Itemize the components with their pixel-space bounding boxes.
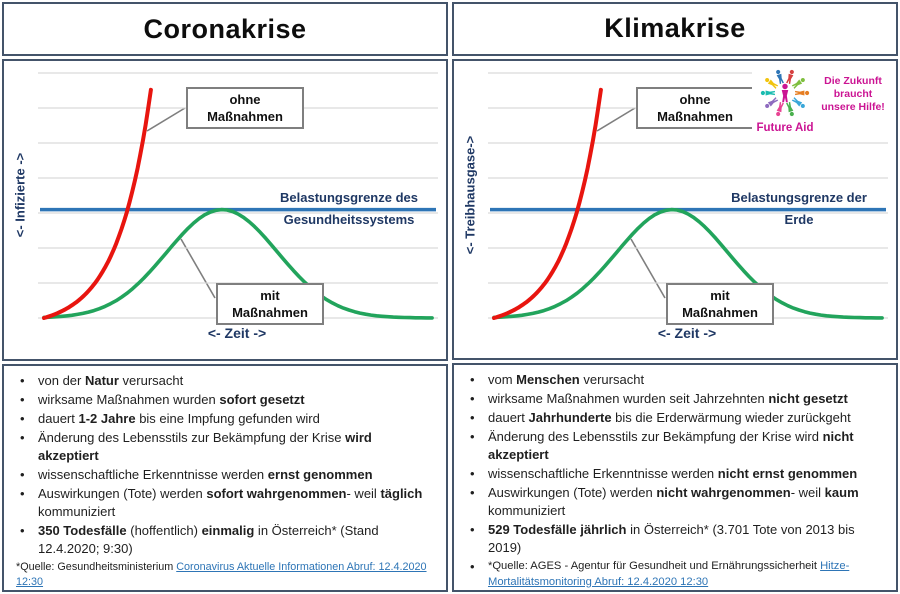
source-note: *Quelle: Gesundheitsministerium Coronavi… — [16, 560, 438, 590]
bullet-item: Änderung des Lebensstils zur Bekämpfung … — [16, 429, 438, 465]
bullet-list: von der Natur verursachtwirksame Maßnahm… — [16, 372, 438, 558]
future-aid-logo: Future Aid Die Zukunft braucht unsere Hi… — [752, 62, 892, 136]
bullet-item: wirksame Maßnahmen wurden sofort gesetzt — [16, 391, 438, 409]
bullet-item: Auswirkungen (Tote) werden sofort wahrge… — [16, 485, 438, 521]
threshold-label: Belastungsgrenze des Gesundheitssystems — [258, 190, 440, 228]
y-axis-label: <- Infizierte -> — [12, 152, 28, 238]
callout-with-measures: mit Maßnahmen — [666, 282, 774, 325]
bullet-item: von der Natur verursacht — [16, 372, 438, 390]
callout-leader-line — [146, 107, 186, 132]
bullet-item: dauert 1-2 Jahre bis eine Impfung gefund… — [16, 410, 438, 428]
klima-chart-canvas — [488, 72, 888, 320]
klima-facts: vom Menschen verursachtwirksame Maßnahme… — [452, 363, 898, 592]
bullet-list: vom Menschen verursachtwirksame Maßnahme… — [466, 371, 888, 557]
logo-name: Future Aid — [756, 121, 814, 134]
panel-title-klima: Klimakrise — [452, 2, 898, 56]
bullet-item: 529 Todesfälle jährlich in Österreich* (… — [466, 521, 888, 557]
threshold-label: Belastungsgrenze der Erde — [708, 190, 890, 228]
curve-without-measures — [42, 87, 153, 320]
source-link[interactable]: Hitze-Mortalitätsmonitoring Abruf: 12.4.… — [488, 560, 850, 588]
bullet-item: 350 Todesfälle (hoffentlich) einmalig in… — [16, 522, 438, 558]
panel-klima: Klimakrise <- Treibhausgase-> <- Zeit ->… — [452, 2, 898, 592]
source-prefix: *Quelle: Gesundheitsministerium — [16, 561, 177, 573]
callout-leader-line — [596, 107, 636, 132]
curve-with-measures — [492, 207, 884, 320]
panel-title-corona: Coronakrise — [2, 2, 448, 56]
threshold-label-line1: Belastungsgrenze des — [280, 190, 418, 205]
source-note: *Quelle: AGES - Agentur für Gesundheit u… — [466, 559, 888, 590]
corona-chart-canvas — [38, 72, 438, 320]
klima-chart: <- Treibhausgase-> <- Zeit -> Belastungs… — [452, 58, 898, 360]
bullet-item: Änderung des Lebensstils zur Bekämpfung … — [466, 428, 888, 464]
callout-leader-line — [630, 238, 666, 299]
bullet-item: wissenschaftliche Erkenntnisse werden er… — [16, 466, 438, 484]
threshold-label-line2: Erde — [784, 211, 814, 227]
future-aid-globe-icon — [760, 69, 810, 117]
threshold-label-line1: Belastungsgrenze der — [731, 189, 867, 205]
curve-with-measures — [42, 207, 434, 320]
panel-corona: Coronakrise <- Infizierte -> <- Zeit -> … — [2, 2, 448, 592]
x-axis-label: <- Zeit -> — [657, 324, 717, 341]
bullet-item: wirksame Maßnahmen wurden seit Jahrzehnt… — [466, 390, 888, 408]
source-link[interactable]: Coronavirus Aktuelle Informationen Abruf… — [16, 561, 427, 588]
bullet-item: vom Menschen verursacht — [466, 371, 888, 389]
callout-leader-line — [180, 238, 216, 299]
callout-without-measures: ohne Maßnahmen — [636, 86, 754, 129]
corona-facts: von der Natur verursachtwirksame Maßnahm… — [2, 364, 448, 592]
corona-chart: <- Infizierte -> <- Zeit -> Belastungsgr… — [2, 59, 448, 361]
callout-without-measures: ohne Maßnahmen — [186, 87, 304, 129]
bullet-item: wissenschaftliche Erkenntnisse werden ni… — [466, 465, 888, 483]
bullet-item: dauert Jahrhunderte bis die Erderwärmung… — [466, 409, 888, 427]
callout-with-measures: mit Maßnahmen — [216, 283, 324, 325]
y-axis-label: <- Treibhausgase-> — [462, 135, 478, 255]
curve-without-measures — [492, 87, 603, 320]
logo-tagline: Die Zukunft braucht unsere Hilfe! — [821, 74, 885, 113]
source-prefix: *Quelle: AGES - Agentur für Gesundheit u… — [488, 560, 821, 572]
bullet-item: Auswirkungen (Tote) werden nicht wahrgen… — [466, 484, 888, 520]
x-axis-label: <- Zeit -> — [207, 325, 267, 341]
threshold-label-line2: Gesundheitssystems — [283, 212, 415, 227]
